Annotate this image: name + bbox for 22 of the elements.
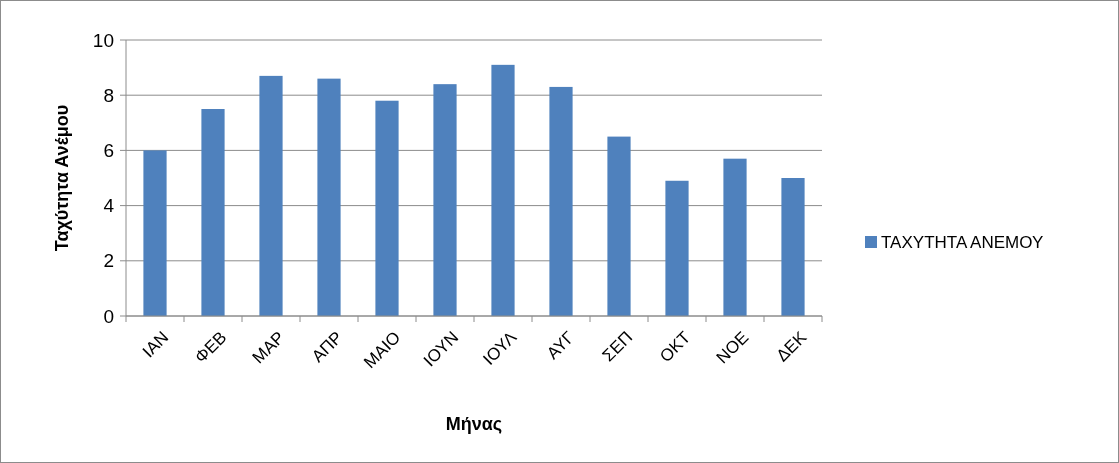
y-axis-title: Ταχύτητα Ανέμου [52, 104, 72, 252]
bar [665, 180, 689, 316]
bar [781, 178, 805, 316]
bar [143, 150, 167, 316]
legend-label: ΤΑΧΥΤΗΤΑ ΑΝΕΜΟΥ [881, 232, 1044, 252]
bar [317, 78, 341, 316]
bar [201, 109, 225, 316]
y-tick-label: 4 [103, 195, 115, 217]
bar [375, 100, 399, 316]
x-tick-label: ΙΑΝ [138, 327, 173, 362]
bar [607, 136, 631, 316]
bar [259, 75, 283, 316]
x-axis-title: Μήνας [445, 414, 503, 434]
bar [491, 64, 515, 316]
y-tick-label: 6 [103, 140, 114, 162]
bar [433, 84, 457, 316]
y-tick-label: 10 [92, 29, 114, 51]
bar [549, 86, 573, 316]
y-tick-label: 2 [103, 250, 114, 272]
y-tick-label: 8 [103, 84, 114, 106]
y-tick-label: 0 [103, 305, 114, 327]
bar [723, 158, 747, 316]
